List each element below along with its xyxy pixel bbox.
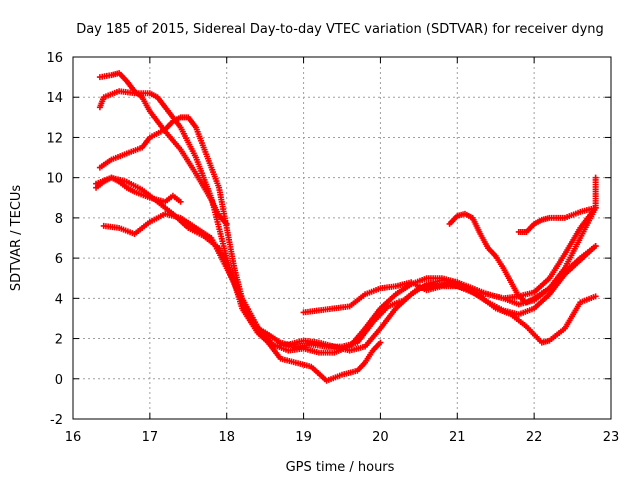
y-tick-label: 6 [55,252,63,267]
data-point [592,174,599,181]
series-arc-i [515,204,599,235]
data-point [592,293,599,300]
data-point [592,204,599,211]
series-layer [93,70,599,384]
x-tick-label: 19 [295,430,312,445]
y-axis-title: SDTVAR / TECUs [9,185,24,292]
y-tick-label: 10 [46,172,63,187]
plot-frame [72,56,612,420]
data-point [177,198,184,205]
x-tick-label: 20 [372,430,389,445]
series-arc-h [446,174,599,306]
y-tick-label: 12 [46,131,63,146]
x-tick-label: 21 [449,430,466,445]
x-tick-label: 18 [218,430,235,445]
y-tick-label: 2 [55,333,63,348]
x-tick-label: 22 [526,430,543,445]
y-tick-label: 4 [55,292,63,307]
x-axis-title: GPS time / hours [286,460,395,475]
y-tick-label: 8 [55,212,63,227]
x-tick-label: 17 [142,430,159,445]
axis-ticks: 16 17 18 19 20 21 22 23 -2 0 2 4 6 8 10 12 14 16 [46,51,619,445]
data-point [592,243,599,250]
y-tick-label: 16 [46,51,63,66]
x-tick-label: 16 [65,430,82,445]
series-arc-f [100,210,599,350]
data-point [377,339,384,346]
series-arc-c [96,114,599,356]
y-tick-label: 14 [46,91,63,106]
x-tick-label: 23 [603,430,620,445]
y-tick-label: 0 [55,373,63,388]
chart-title: Day 185 of 2015, Sidereal Day-to-day VTE… [76,22,604,37]
y-tick-label: -2 [50,413,63,428]
grid [73,57,611,419]
